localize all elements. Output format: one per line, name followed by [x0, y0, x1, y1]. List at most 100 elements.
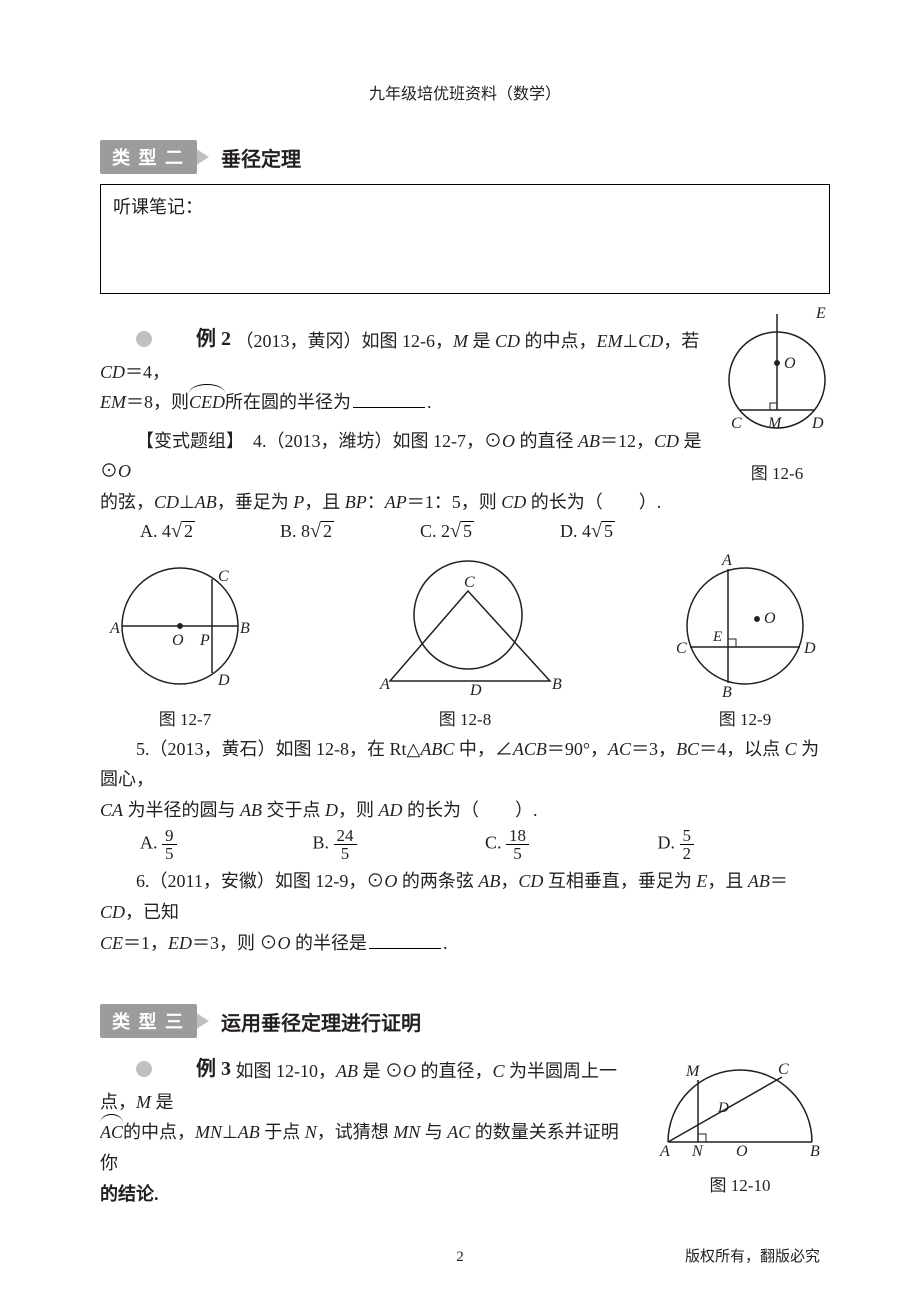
q6-CE: CE: [100, 933, 123, 953]
opt-5B: B. 245: [313, 827, 486, 862]
q5-AC: AC: [608, 739, 631, 759]
notes-box: 听课笔记：: [100, 184, 830, 294]
q5-t: 5.（2013，黄石）如图 12-8，在 Rt△: [136, 739, 420, 759]
svg-text:C: C: [218, 568, 229, 585]
svg-text:D: D: [811, 415, 824, 432]
perp-icon: ⊥: [222, 1122, 238, 1142]
v4-AB2: AB: [195, 492, 217, 512]
q6-t: 的半径是: [291, 933, 368, 953]
v4-BP: BP: [345, 492, 367, 512]
opt-4D: D. 45: [560, 520, 700, 543]
q6-t: ＝3，则 ⊙: [192, 933, 278, 953]
ex3-t: 是 ⊙: [358, 1061, 403, 1081]
ex3-O: O: [403, 1061, 416, 1081]
ex3-t: 于点: [260, 1122, 305, 1142]
figure-12-9-caption: 图 12-9: [660, 705, 830, 730]
figure-12-6-caption: 图 12-6: [722, 459, 832, 484]
category-2-row: 类 型 二 垂径定理: [100, 140, 830, 174]
example-3-label: 例 3: [160, 1052, 231, 1086]
ex2-EM: EM: [597, 331, 623, 351]
ex2-t: ，若: [663, 331, 699, 351]
figure-12-8-caption: 图 12-8: [360, 705, 570, 730]
v4-O2: O: [118, 461, 131, 481]
opt-5D: D. 52: [658, 827, 831, 862]
ex3-MN: MN: [195, 1122, 222, 1142]
q5-t: ＝90°，: [547, 739, 608, 759]
ex2-t: （2013，黄冈）如图 12-6，: [236, 331, 454, 351]
q5-t: ＝4，以点: [699, 739, 785, 759]
ex3-t: 的中点，: [123, 1122, 195, 1142]
svg-text:E: E: [815, 305, 826, 322]
svg-text:D: D: [717, 1100, 729, 1116]
category-3-row: 类 型 三 运用垂径定理进行证明: [100, 1004, 830, 1038]
copyright: 版权所有，翻版必究: [685, 1245, 820, 1266]
q6-t: 6.（2011，安徽）如图 12-9，⊙: [136, 871, 384, 891]
svg-text:N: N: [691, 1143, 704, 1160]
page-header: 九年级培优班资料（数学）: [100, 80, 830, 104]
category-3-title: 运用垂径定理进行证明: [221, 1007, 421, 1036]
svg-text:O: O: [764, 610, 776, 627]
v4-t: ，且: [304, 492, 345, 512]
v4-P: P: [293, 492, 304, 512]
ex2-EM2: EM: [100, 392, 126, 412]
q6-E: E: [696, 871, 707, 891]
ex2-t: 所在圆的半径为: [225, 392, 351, 412]
svg-text:D: D: [217, 672, 230, 689]
q5-ACB: ACB: [513, 739, 547, 759]
bullet-icon: [136, 331, 152, 347]
q5-t: 的长为（ ）.: [403, 800, 538, 820]
example-2: 例 2 （2013，黄冈）如图 12-6，M 是 CD 的中点，EM⊥CD，若 …: [100, 322, 710, 418]
svg-text:B: B: [240, 620, 250, 637]
example-2-marker: 例 2: [136, 322, 231, 356]
figure-12-10-caption: 图 12-10: [650, 1171, 830, 1196]
v4-t: ，垂足为: [217, 492, 294, 512]
opt-4C: C. 25: [420, 520, 560, 543]
svg-text:C: C: [778, 1061, 789, 1078]
category-2-tag: 类 型 二: [100, 140, 197, 174]
q6-AB2: AB: [748, 871, 770, 891]
q5-ABC: ABC: [420, 739, 454, 759]
v4-t: 的直径: [515, 431, 578, 451]
ex2-CD3: CD: [100, 362, 125, 382]
q6-O: O: [384, 871, 397, 891]
ex3-AB2: AB: [238, 1122, 260, 1142]
v4-t: 的弦，: [100, 492, 154, 512]
v4-CD3: CD: [501, 492, 526, 512]
q6-O2: O: [278, 933, 291, 953]
svg-text:O: O: [784, 355, 796, 372]
q6-t: .: [443, 933, 448, 953]
ex2-M: M: [453, 331, 468, 351]
v4-t: 【变式题组】 4.（2013，潍坊）如图 12-7，⊙: [136, 431, 502, 451]
figure-12-10: A N O B M C D 图 12-10: [650, 1052, 830, 1196]
q6-AB: AB: [478, 871, 500, 891]
q6-t: ，且: [707, 871, 748, 891]
ex3-M: M: [136, 1092, 151, 1112]
svg-text:C: C: [464, 574, 475, 591]
question-5: 5.（2013，黄石）如图 12-8，在 Rt△ABC 中，∠ACB＝90°，A…: [100, 734, 830, 826]
footer: 2 版权所有，翻版必究: [0, 1249, 920, 1266]
figure-12-8: A B C D 图 12-8: [360, 551, 570, 730]
ex3-t: 是: [151, 1092, 174, 1112]
opt-5A: A. 95: [140, 827, 313, 862]
svg-text:B: B: [810, 1143, 820, 1160]
q6-ED: ED: [168, 933, 192, 953]
svg-text:A: A: [659, 1143, 670, 1160]
v4-t: ＝12，: [600, 431, 654, 451]
svg-text:P: P: [199, 632, 210, 649]
figure-12-7: A B O P C D 图 12-7: [100, 551, 270, 730]
arc-AC: AC: [100, 1117, 123, 1148]
svg-text:M: M: [767, 415, 783, 432]
options-q4: A. 42 B. 82 C. 25 D. 45: [140, 520, 700, 543]
opt-4A: A. 42: [140, 520, 280, 543]
q5-AB: AB: [240, 800, 262, 820]
figure-12-7-caption: 图 12-7: [100, 705, 270, 730]
q6-t: ，已知: [125, 902, 179, 922]
svg-text:B: B: [722, 684, 732, 701]
example-3-marker: 例 3: [136, 1052, 231, 1086]
q5-t: 交于点: [262, 800, 325, 820]
q6-t: 互相垂直，垂足为: [543, 871, 696, 891]
svg-text:M: M: [685, 1063, 701, 1080]
svg-text:B: B: [552, 676, 562, 693]
perp-icon: ⊥: [623, 331, 639, 351]
v4-AP: AP: [385, 492, 407, 512]
